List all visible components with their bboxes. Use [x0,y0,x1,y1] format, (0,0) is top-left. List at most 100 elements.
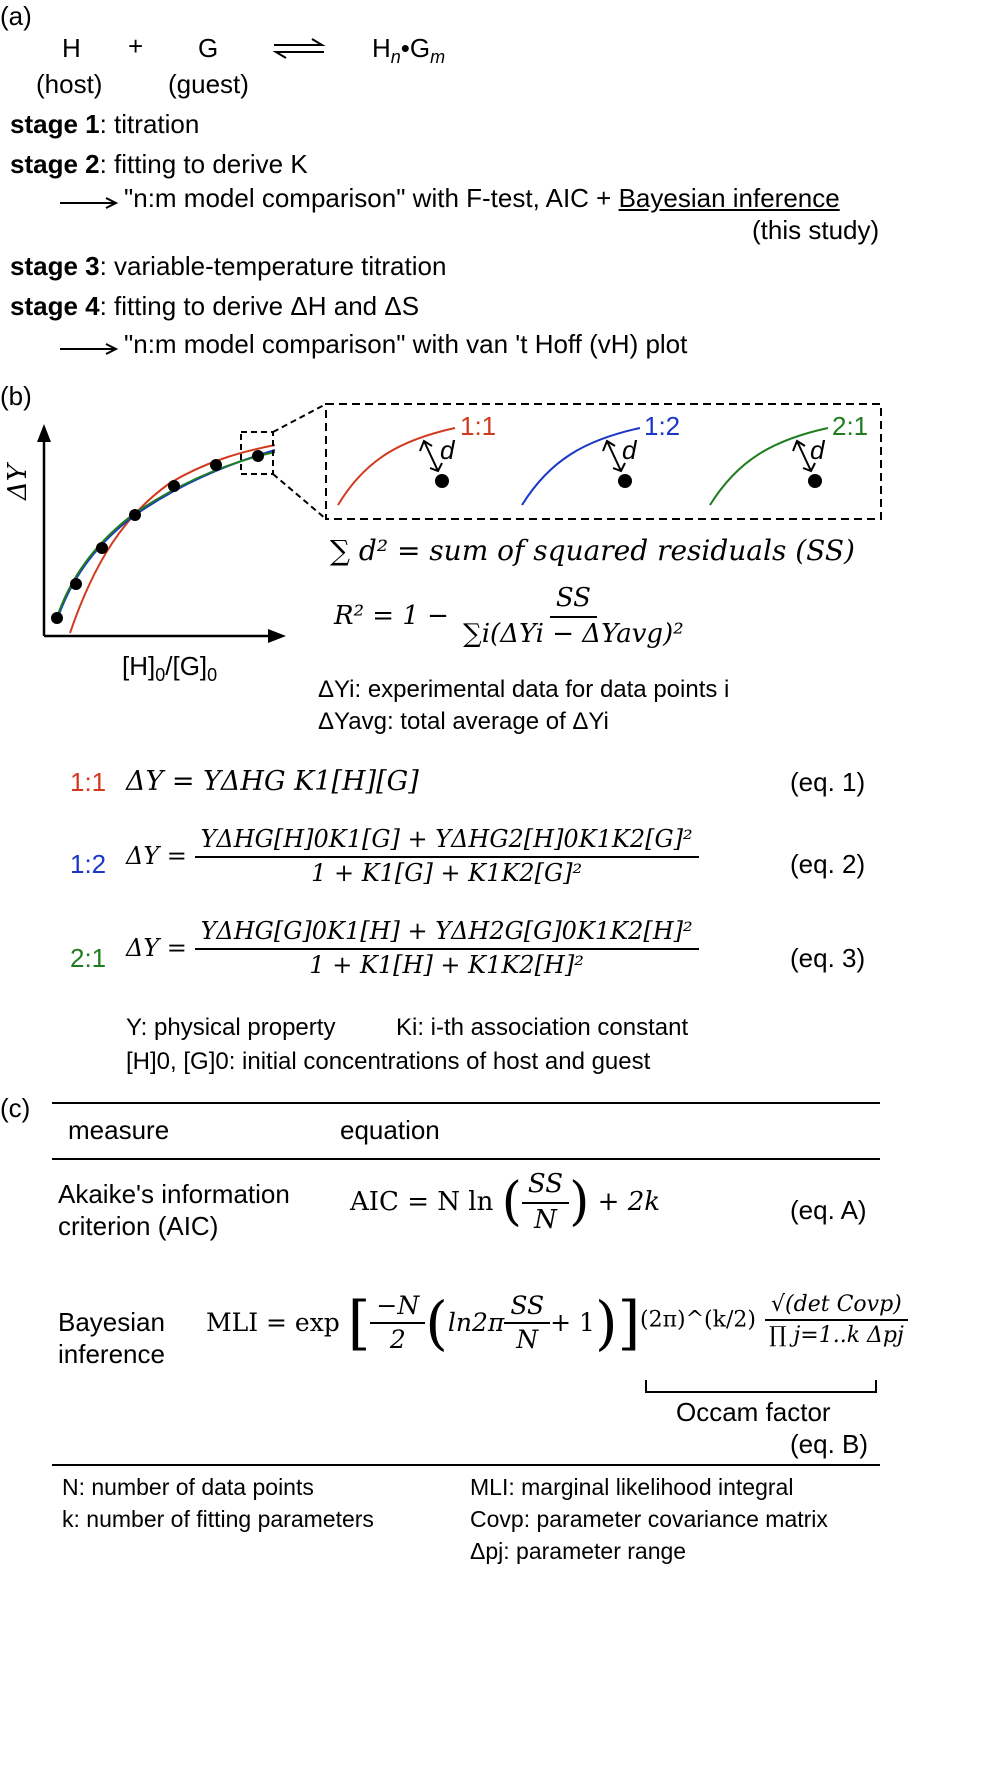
aic-tag: (eq. A) [790,1195,867,1225]
occam-factor-label: Occam factor [676,1397,831,1427]
table-bottom-rule [52,1464,880,1466]
bayes-name-line2: inference [58,1339,165,1369]
aic-numerator: SS [521,1169,570,1204]
eq3-label: 2:1 [70,943,107,973]
stage2-title: stage 2 [10,149,100,179]
mli-frac-numerator: −N [370,1291,426,1325]
aic-equation: AIC = N ln (SS N) + 2k [350,1169,660,1235]
def-delta-yavg: ΔYavg: total average of ΔYi [318,708,609,735]
arrow-right-icon [60,343,119,355]
panel-a-label: (a) [0,1,32,31]
d-arrow-2-1 [792,439,816,473]
eq1: ΔY = YΔHG K1[H][G] [126,766,419,797]
occam-numerator: √(det Covp) [765,1292,908,1322]
foot-mli: MLI: marginal likelihood integral [470,1474,794,1500]
eq2-tag: (eq. 2) [790,849,866,879]
complex-formula: Hn•Gm [372,33,446,68]
occam-prefactor: (2π)^(k/2) [640,1307,756,1333]
aic-denominator: N [534,1204,557,1235]
stage2-text: : fitting to derive K [99,149,308,179]
inset-point-2-1 [808,474,822,488]
eq3-numerator: YΔHG[G]0K1[H] + YΔH2G[G]0K1K2[H]² [194,917,699,950]
stage1-title: stage 1 [10,109,100,139]
inset-label-2-1: 2:1 [832,411,869,441]
def-conc: [H]0, [G]0: initial concentrations of ho… [126,1048,651,1075]
titration-plot [37,403,882,643]
foot-cov: Covp: parameter covariance matrix [470,1506,828,1532]
r2-denominator: ∑i(ΔYi − ΔYavg)² [463,618,684,649]
x-axis-arrowhead [268,629,286,643]
stage2-arrow-line: "n:m model comparison" with F-test, AIC … [124,183,840,214]
y-axis-arrowhead [37,424,51,442]
stage4-title: stage 4 [10,291,100,321]
mli-plus-one: + 1 [550,1307,595,1337]
foot-dp: Δpj: parameter range [470,1538,687,1564]
x-axis-label: [H]0/[G]0 [122,651,218,686]
stage4-arrow-text: "n:m model comparison" with van 't Hoff … [124,329,688,359]
occam-denominator: ∏ j=1..k Δpj [768,1323,904,1349]
foot-k: k: number of fitting parameters [62,1506,374,1532]
stage2-line: stage 2: fitting to derive K [10,149,308,180]
eq3-lhs: ΔY = [126,933,187,962]
r2-numerator: SS [549,583,597,618]
stage3-title: stage 3 [10,251,100,281]
plus-sign: + [128,31,144,61]
mli-ss-numerator: SS [504,1291,551,1325]
def-y: Y: physical property [126,1014,336,1041]
col-header-measure: measure [68,1115,170,1145]
stage3-text: : variable-temperature titration [99,251,447,281]
eq3-denominator: 1 + K1[H] + K1K2[H]² [309,950,584,979]
data-point [168,480,180,492]
bayes-name-line1: Bayesian [58,1307,165,1337]
inset-label-1-1: 1:1 [460,411,497,441]
aic-name-line1: Akaike's information [58,1179,290,1209]
eq3-tag: (eq. 3) [790,943,866,973]
aic-name-line2: criterion (AIC) [58,1211,219,1241]
panel-b-label: (b) [0,381,32,411]
eq1-tag: (eq. 1) [790,767,866,797]
mli-ln: ln2π [447,1307,505,1337]
def-delta-yi: ΔYi: experimental data for data points i [318,676,730,703]
inset-point-1-2 [618,474,632,488]
host-symbol: H [62,33,81,63]
inset-curve-1-1 [337,427,456,506]
guest-desc: (guest) [168,69,249,99]
stage2-note: (this study) [752,215,880,245]
mli-equation: MLI = exp [−N 2 (ln2π SS N + 1)] [206,1289,641,1357]
curve-1-1 [69,444,276,634]
eq1-label: 1:1 [70,767,107,797]
eq2-lhs: ΔY = [126,841,187,870]
eq2: ΔY = YΔHG[H]0K1[G] + YΔHG2[H]0K1K2[G]² 1 … [126,825,699,887]
aic-lhs: AIC = N ln [350,1186,494,1217]
col-header-equation: equation [340,1115,440,1145]
stage4-line: stage 4: fitting to derive ΔH and ΔS [10,291,419,322]
inset-d-label: d [440,435,455,465]
eq2-numerator: YΔHG[H]0K1[G] + YΔHG2[H]0K1K2[G]² [194,825,699,858]
d-arrow-1-1 [419,439,443,473]
host-desc: (host) [36,69,103,99]
inset-label-1-2: 1:2 [644,411,681,441]
def-k: Ki: i-th association constant [396,1014,689,1041]
eq3: ΔY = YΔHG[G]0K1[H] + YΔH2G[G]0K1K2[H]² 1 … [126,917,699,979]
guest-symbol: G [198,33,219,63]
inset-curve-1-2 [521,427,641,506]
stage3-line: stage 3: variable-temperature titration [10,251,447,282]
occam-factor-expr: (2π)^(k/2) √(det Covp) ∏ j=1..k Δpj [640,1292,910,1349]
table-header-rule [52,1158,880,1160]
table-top-rule [52,1102,880,1104]
mli-ss-denominator: N [516,1325,539,1355]
aic-rhs: + 2k [597,1186,660,1217]
foot-n: N: number of data points [62,1474,314,1500]
arrow-right-icon [60,197,119,209]
stage2-arrow-text: "n:m model comparison" with F-test, AIC … [124,183,619,213]
inset-curve-2-1 [709,427,829,506]
stage1-text: : titration [99,109,200,139]
data-point [70,578,82,590]
stage2-underlined: Bayesian inference [618,183,840,213]
data-point [129,509,141,521]
inset-d-label: d [622,435,637,465]
equilibrium-arrows-icon [272,38,326,59]
inset-d-label: d [810,435,825,465]
zoom-box [240,431,274,475]
mli-lhs: MLI = exp [206,1307,340,1337]
